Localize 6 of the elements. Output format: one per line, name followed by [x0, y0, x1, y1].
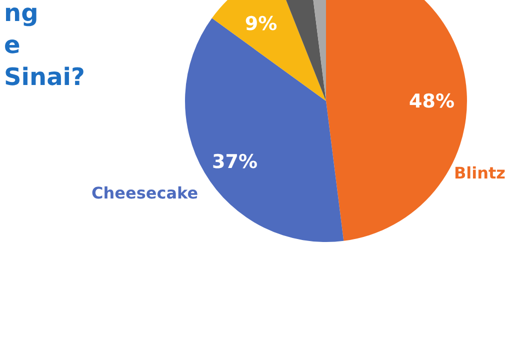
- text: ng e Sinai?: [4, 0, 85, 91]
- data-label: 9%: [244, 13, 278, 36]
- data-label: 37%: [212, 150, 258, 173]
- slice-label: Blintz: [454, 163, 506, 182]
- data-label: 48%: [409, 90, 455, 112]
- slice-label: Cheesecake: [92, 184, 198, 203]
